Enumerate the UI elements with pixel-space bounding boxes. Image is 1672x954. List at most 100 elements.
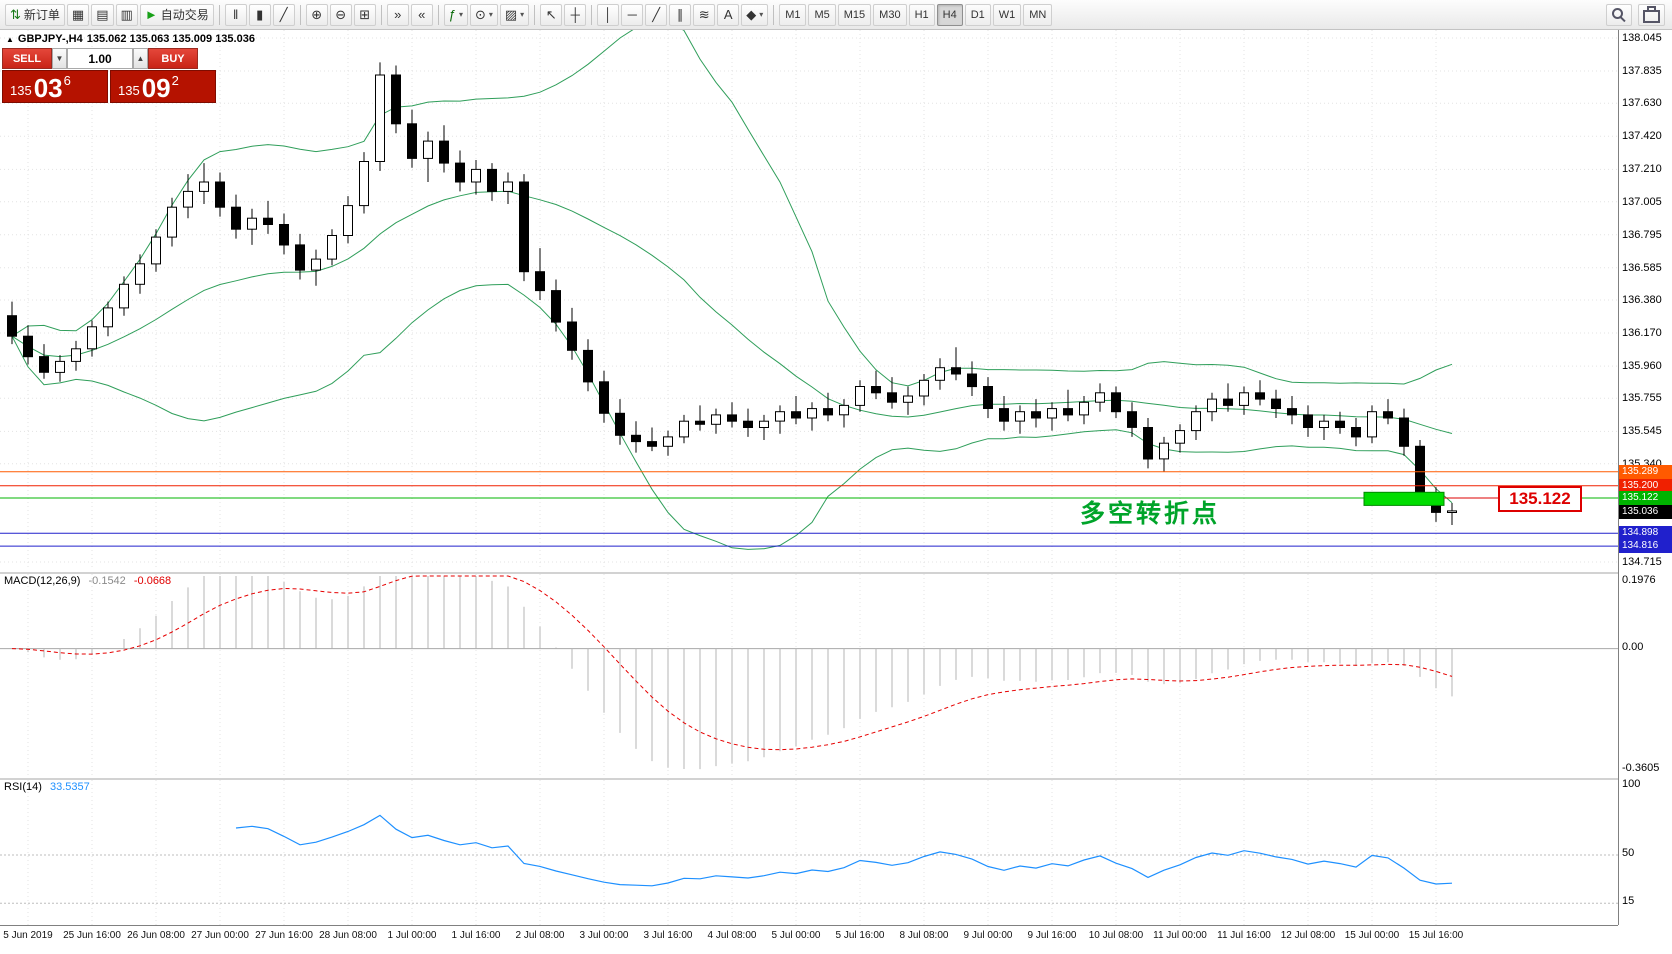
volume-stepper[interactable]: ▲ xyxy=(133,48,148,69)
ask-prefix: 135 xyxy=(118,83,140,98)
new-order-button[interactable]: ⇅ 新订单 xyxy=(5,3,65,26)
bar-chart-button[interactable]: ‖ xyxy=(224,3,247,26)
macd-panel[interactable] xyxy=(0,572,1618,778)
tf-mn-label: MN xyxy=(1029,8,1047,21)
tf-w1-label: W1 xyxy=(998,8,1016,21)
price-callout-label[interactable]: 135.122 xyxy=(1498,486,1582,512)
time-tick: 8 Jul 08:00 xyxy=(899,930,949,941)
zoom-out-button[interactable]: ⊖ xyxy=(329,3,352,26)
zoom-in-button[interactable]: ⊕ xyxy=(305,3,328,26)
candlestick-chart-button-icon: ▮ xyxy=(256,7,264,22)
tf-m5[interactable]: M5 xyxy=(808,3,836,26)
time-tick: 12 Jul 08:00 xyxy=(1280,930,1336,941)
channel-button[interactable]: ∥ xyxy=(669,3,692,26)
fibonacci-button[interactable]: ≋ xyxy=(693,3,716,26)
time-tick: 4 Jul 08:00 xyxy=(707,930,757,941)
volume-input[interactable] xyxy=(67,48,133,69)
fibonacci-button-icon: ≋ xyxy=(698,7,710,22)
print-button[interactable] xyxy=(1638,3,1665,26)
ask-price-box[interactable]: 135 09 2 xyxy=(110,70,216,103)
price-tag-135.122: 135.122 xyxy=(1619,491,1672,505)
price-tag-135.289: 135.289 xyxy=(1619,464,1672,479)
macd-header: MACD(12,26,9) -0.1542 -0.0668 xyxy=(4,575,171,587)
macd-value-main: -0.1542 xyxy=(88,575,126,587)
tf-m30[interactable]: M30 xyxy=(873,3,907,26)
text-button[interactable]: A xyxy=(717,3,740,26)
macd-tick: 0.1976 xyxy=(1622,574,1656,586)
price-axis[interactable]: 138.045 137.835 137.630 137.420 137.210 137.0… xyxy=(1618,30,1672,925)
vertical-line-button[interactable]: │ xyxy=(597,3,620,26)
turning-point-annotation[interactable]: 多空转折点 xyxy=(1080,500,1221,528)
chart-shift-button[interactable]: « xyxy=(410,3,433,26)
tf-d1[interactable]: D1 xyxy=(964,3,991,26)
zoom-in-button-icon: ⊕ xyxy=(311,7,323,22)
trendline-button-icon: ╱ xyxy=(652,7,661,22)
toolbar: ⇅ 新订单 ▦ ▤ ▥ ► 自动交易 ‖ ▮ ╱ ⊕ ⊖ ⊞ » « ƒ ▾ ⊙ ▾ ▨ ▾ ↖ ┼ │ ─ ╱ ∥ ≋ A ◆ ▾ M1 M5… xyxy=(0,0,1672,30)
line-chart-button[interactable]: ╱ xyxy=(272,3,295,26)
cursor-button[interactable]: ↖ xyxy=(540,3,563,26)
new-order-button-icon: ⇅ xyxy=(10,7,21,22)
auto-scroll-button[interactable]: » xyxy=(386,3,409,26)
price-tick: 138.045 xyxy=(1622,32,1662,44)
macd-histogram xyxy=(27,576,1453,770)
tf-mn[interactable]: MN xyxy=(1023,3,1053,26)
highlight-box[interactable] xyxy=(1363,491,1445,506)
chart-shift-button-icon: « xyxy=(418,7,426,22)
macd-name: MACD(12,26,9) xyxy=(4,575,81,587)
market-watch-button[interactable]: ▤ xyxy=(91,3,114,26)
time-tick: 1 Jul 00:00 xyxy=(387,930,437,941)
time-tick: 2 Jul 08:00 xyxy=(515,930,565,941)
arrows-button[interactable]: ◆ ▾ xyxy=(741,3,769,26)
text-button-icon: A xyxy=(723,7,733,22)
tf-h4[interactable]: H4 xyxy=(936,3,963,26)
rsi-value: 33.5357 xyxy=(49,781,90,793)
crosshair-button[interactable]: ┼ xyxy=(564,3,587,26)
sell-dropdown-button[interactable]: ▼ xyxy=(52,48,67,69)
price-tick: 137.210 xyxy=(1622,163,1662,176)
price-tick: 137.630 xyxy=(1622,97,1662,110)
autotrading-button[interactable]: ► 自动交易 xyxy=(139,3,214,26)
tf-m15[interactable]: M15 xyxy=(837,3,872,26)
indicators-button[interactable]: ƒ ▾ xyxy=(443,3,468,26)
search-button[interactable] xyxy=(1606,3,1632,26)
candlestick-chart-button[interactable]: ▮ xyxy=(248,3,271,26)
chevron-up-icon: ▲ xyxy=(136,54,145,63)
candles-layer xyxy=(7,62,1457,525)
macd-value-signal: -0.0668 xyxy=(133,575,172,587)
cursor-button-icon: ↖ xyxy=(545,7,557,22)
chevron-down-icon: ▾ xyxy=(520,10,525,19)
toolbar-right xyxy=(1605,3,1668,26)
toolbar-separator xyxy=(534,4,536,25)
price-tag-135.036: 135.036 xyxy=(1619,504,1672,519)
trendline-button[interactable]: ╱ xyxy=(645,3,668,26)
toolbar-separator xyxy=(218,4,220,25)
tf-h1[interactable]: H1 xyxy=(908,3,935,26)
tf-w1[interactable]: W1 xyxy=(992,3,1022,26)
tf-m1-label: M1 xyxy=(785,8,801,21)
ask-big-digits: 09 xyxy=(141,73,171,103)
toolbar-groups: ⇅ 新订单 ▦ ▤ ▥ ► 自动交易 ‖ ▮ ╱ ⊕ ⊖ ⊞ » « ƒ ▾ ⊙ ▾ ▨ ▾ ↖ ┼ │ ─ ╱ ∥ ≋ A ◆ ▾ M1 M5… xyxy=(4,3,1053,26)
tile-windows-button-icon: ⊞ xyxy=(359,7,371,22)
ask-pip-digit: 2 xyxy=(171,73,179,88)
trade-panel-toggle-icon[interactable]: ▲ xyxy=(6,34,14,44)
navigator-button[interactable]: ▥ xyxy=(115,3,138,26)
time-tick: 5 Jul 00:00 xyxy=(771,930,821,941)
time-tick: 11 Jul 00:00 xyxy=(1153,930,1207,941)
tf-d1-label: D1 xyxy=(970,8,985,21)
periods-button[interactable]: ⊙ ▾ xyxy=(469,3,498,26)
tf-m1[interactable]: M1 xyxy=(779,3,807,26)
bid-price-box[interactable]: 135 03 6 xyxy=(2,70,108,103)
rsi-tick: 15 xyxy=(1622,895,1635,908)
main-chart[interactable] xyxy=(0,30,1618,570)
tile-windows-button[interactable]: ⊞ xyxy=(353,3,376,26)
time-axis[interactable]: 5 Jun 2019 25 Jun 16:00 26 Jun 08:00 27 Jun… xyxy=(0,925,1618,954)
time-tick: 9 Jul 16:00 xyxy=(1027,930,1077,941)
horizontal-line-button[interactable]: ─ xyxy=(621,3,644,26)
price-tick: 137.835 xyxy=(1622,65,1662,77)
sell-button[interactable]: SELL xyxy=(2,48,52,69)
rsi-panel[interactable] xyxy=(0,778,1618,927)
templates-button[interactable]: ▨ ▾ xyxy=(499,3,530,26)
chart-window-button[interactable]: ▦ xyxy=(66,3,90,26)
buy-button[interactable]: BUY xyxy=(148,48,198,69)
time-tick: 15 Jul 16:00 xyxy=(1408,930,1464,941)
